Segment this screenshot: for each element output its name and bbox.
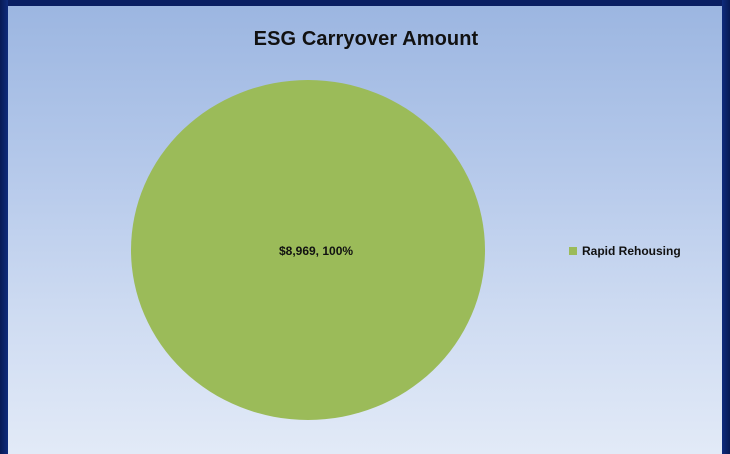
- chart-legend: Rapid Rehousing: [569, 244, 681, 258]
- legend-swatch-rapid-rehousing: [569, 247, 577, 255]
- pie-slice-rapid-rehousing: [131, 80, 485, 420]
- chart-title: ESG Carryover Amount: [253, 28, 479, 50]
- slide-left-edge: [0, 0, 8, 454]
- slide-right-edge: [722, 0, 730, 454]
- data-label-rapid-rehousing: $8,969, 100%: [279, 244, 353, 258]
- chart-area: ESG Carryover Amount $8,969, 100% Rapid …: [8, 6, 722, 454]
- legend-label-rapid-rehousing: Rapid Rehousing: [582, 244, 681, 258]
- pie-chart: $8,969, 100%: [131, 80, 485, 420]
- slide-top-edge: [0, 0, 730, 6]
